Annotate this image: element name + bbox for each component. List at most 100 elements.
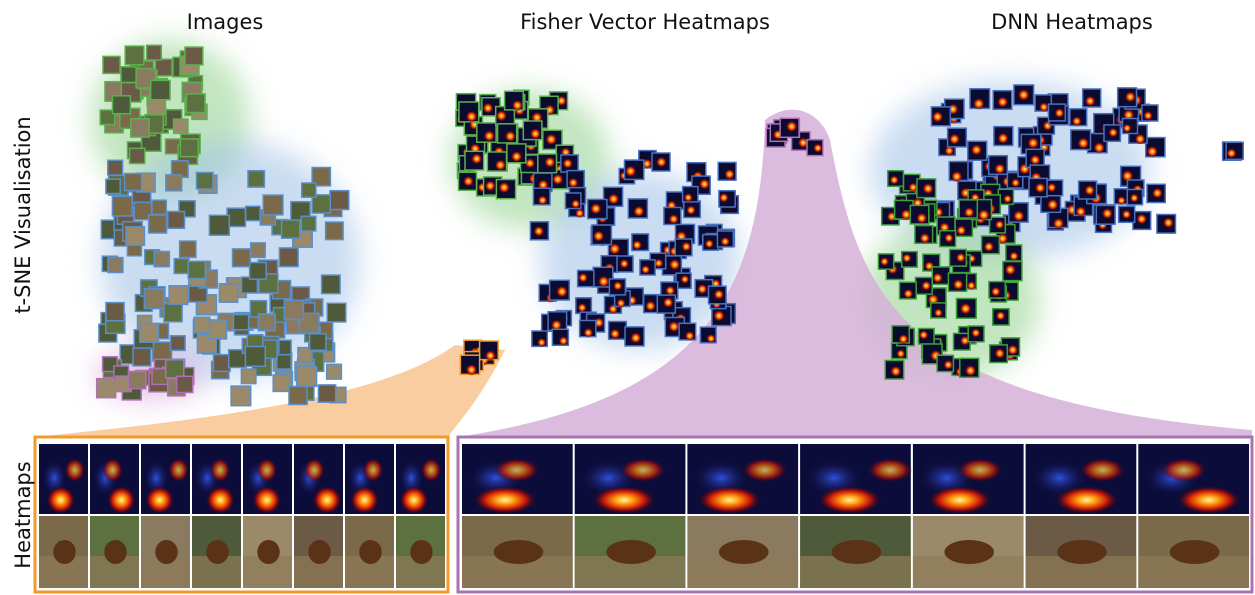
tsne-thumb: [288, 385, 308, 406]
tsne-thumb: [311, 194, 332, 214]
tsne-thumb: [153, 250, 171, 268]
thumb-hotspot: [529, 128, 542, 140]
photo-horse: [606, 540, 656, 564]
thumb-hotspot: [921, 280, 932, 291]
thumb-hotspot: [786, 120, 798, 133]
thumb-hotspot: [583, 327, 594, 338]
thumb-hotspot: [537, 337, 547, 348]
thumb-hotspot: [966, 281, 977, 291]
zoom-funnel: [35, 345, 505, 437]
thumb-hotspot: [1226, 148, 1237, 159]
tsne-thumb: [172, 118, 189, 135]
thumb-hotspot: [916, 212, 928, 224]
tsne-thumb: [178, 240, 197, 259]
tsne-thumb: [300, 215, 317, 232]
heatmap-hot: [46, 486, 76, 514]
heatmap-cells: [39, 444, 1249, 588]
tsne-points: [95, 44, 1244, 407]
thumb-hotspot: [498, 181, 511, 194]
thumb-hotspot: [665, 285, 676, 296]
photo-horse: [359, 540, 382, 564]
thumb-hotspot: [997, 96, 1009, 108]
tsne-thumb: [184, 46, 204, 66]
photo-horse: [944, 540, 994, 564]
tsne-thumb: [179, 138, 199, 158]
tsne-thumb: [276, 353, 292, 370]
thumb-hotspot: [919, 232, 931, 244]
thumb-hotspot: [1121, 209, 1132, 220]
tsne-thumb: [145, 44, 163, 61]
tsne-thumb: [193, 316, 211, 334]
tsne-thumb: [111, 195, 133, 217]
thumb-hotspot: [1122, 123, 1132, 133]
tsne-thumb: [195, 171, 214, 190]
heatmap-hot: [362, 458, 384, 482]
photo-horse: [410, 540, 433, 564]
thumb-hotspot: [704, 239, 714, 249]
thumb-hotspot: [633, 205, 645, 217]
thumb-hotspot: [719, 192, 729, 203]
tsne-thumb: [300, 182, 317, 198]
thumb-hotspot: [483, 130, 496, 142]
thumb-hotspot: [484, 180, 496, 192]
thumb-hotspot: [680, 274, 690, 284]
thumb-hotspot: [683, 193, 693, 203]
thumb-hotspot: [903, 288, 914, 299]
thumb-hotspot: [706, 333, 716, 344]
thumb-hotspot: [1071, 116, 1082, 127]
thumb-hotspot: [613, 281, 623, 291]
thumb-hotspot: [964, 364, 977, 377]
tsne-thumb: [143, 287, 166, 310]
thumb-hotspot: [511, 99, 523, 111]
heatmap-hot: [304, 458, 325, 482]
tsne-thumb: [283, 299, 305, 321]
tsne-thumb: [280, 219, 301, 239]
tsne-thumb: [154, 58, 173, 77]
thumb-hotspot: [1129, 193, 1139, 203]
thumb-hotspot: [1151, 187, 1163, 199]
heatmap-hot: [742, 458, 788, 482]
thumb-hotspot: [577, 303, 587, 313]
photo-horse: [206, 540, 229, 564]
thumb-hotspot: [568, 177, 579, 188]
thumb-hotspot: [971, 328, 981, 338]
thumb-hotspot: [495, 110, 507, 122]
thumb-hotspot: [1004, 264, 1016, 276]
heatmap-hot: [252, 486, 282, 514]
thumb-hotspot: [1124, 91, 1136, 103]
thumb-hotspot: [1029, 154, 1041, 166]
thumb-hotspot: [919, 330, 929, 340]
thumb-hotspot: [1011, 178, 1021, 188]
thumb-hotspot: [465, 110, 478, 123]
tsne-thumb: [272, 374, 291, 393]
thumb-hotspot: [574, 208, 585, 218]
thumb-hotspot: [720, 236, 730, 247]
thumb-hotspot: [632, 240, 643, 250]
thumb-hotspot: [656, 156, 667, 168]
tsne-thumb: [151, 199, 168, 216]
thumb-hotspot: [955, 252, 966, 263]
thumb-hotspot: [1084, 184, 1096, 196]
thumb-hotspot: [896, 349, 906, 359]
thumb-hotspot: [1009, 251, 1019, 261]
tsne-thumb: [296, 365, 318, 388]
photo-horse: [308, 540, 331, 564]
thumb-hotspot: [713, 289, 725, 300]
heatmap-hot: [592, 486, 656, 514]
thumb-hotspot: [662, 297, 674, 308]
thumb-hotspot: [1162, 217, 1174, 229]
thumb-hotspot: [504, 130, 516, 142]
thumb-hotspot: [1034, 182, 1046, 194]
thumb-hotspot: [1146, 145, 1159, 158]
thumb-hotspot: [1084, 95, 1096, 107]
tsne-thumb: [218, 283, 239, 303]
tsne-thumb: [164, 359, 185, 379]
heatmap-hot: [928, 486, 992, 514]
thumb-hotspot: [963, 207, 975, 218]
thumb-hotspot: [1027, 137, 1039, 149]
tsne-thumb: [326, 302, 347, 323]
thumb-hotspot: [619, 258, 630, 269]
thumb-hotspot: [668, 214, 679, 225]
tsne-thumb: [311, 166, 332, 187]
heatmap-hot: [64, 458, 86, 482]
